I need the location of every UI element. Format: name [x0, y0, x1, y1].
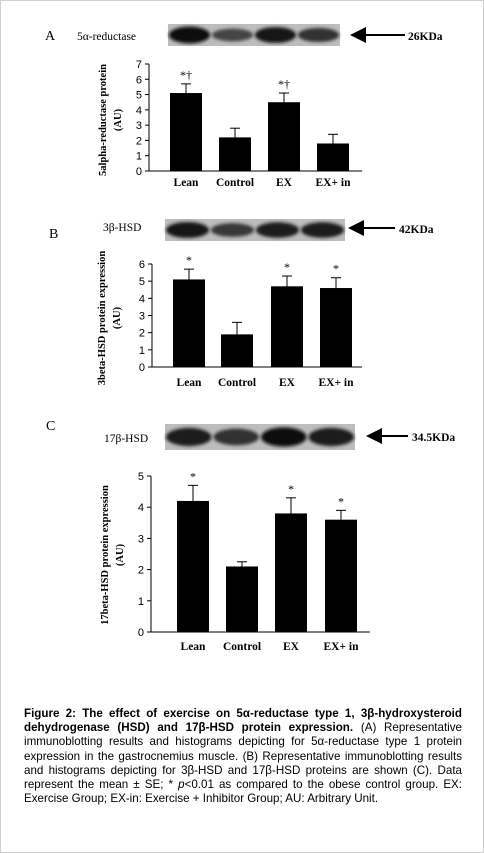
panel-b-y-tick-label: 6: [139, 259, 145, 271]
caption-figure-label: Figure 2:: [24, 707, 76, 720]
caption-text-2: <0.01 as compared to the obese control g…: [24, 778, 463, 806]
panel-c-y-tick-label: 5: [138, 471, 144, 483]
panel-b-category-label: EX+ in: [319, 377, 355, 389]
panel-c-category-label: EX: [283, 641, 300, 653]
panel-a-category-label: Control: [216, 177, 254, 189]
panel-b-blot-band: [300, 222, 345, 238]
panel-b-y-axis-unit: (AU): [112, 306, 123, 329]
panel-a-bar: [317, 143, 349, 171]
panel-a-blot-label: 5α-reductase: [77, 31, 136, 43]
panel-b-y-tick-label: 3: [139, 311, 145, 323]
panel-c-blot-band: [308, 427, 355, 447]
panel-a-blot-image: [168, 24, 340, 46]
panel-b-bar: [173, 279, 205, 367]
panel-a-category-label: EX: [276, 177, 293, 189]
panel-c-blot-image: [165, 424, 355, 450]
panel-c-group: C 17β-HSD 34.5KDa 0 1 2 3 4 5 17beta-HSD protein …: [46, 419, 455, 653]
panel-b-band-size: 42KDa: [399, 224, 434, 236]
panel-c-significance-mark: *: [190, 469, 196, 483]
panel-a-y-axis-title: 5alpha-reductase protein: [98, 64, 109, 176]
panel-c-y-tick-label: 3: [138, 533, 144, 545]
panel-a-category-label: Lean: [174, 177, 200, 189]
panel-c-category-label: Lean: [181, 641, 207, 653]
panel-a-y-tick-label: 4: [136, 105, 142, 117]
panel-b-y-tick-label: 5: [139, 276, 145, 288]
panel-b-significance-mark: *: [186, 253, 192, 267]
panel-c-y-tick-label: 4: [138, 502, 144, 514]
panel-a-significance-mark: *†: [180, 68, 192, 82]
caption-text-1: (A) Representative immunoblotting result…: [24, 721, 462, 792]
panel-b-y-tick-label: 0: [139, 362, 145, 374]
panel-b-y-tick-label: 4: [139, 293, 145, 305]
panel-b-y-tick-label: 2: [139, 328, 145, 340]
panel-c-significance-mark: *: [288, 482, 294, 496]
panel-c-blot-label: 17β-HSD: [104, 433, 148, 445]
figure-caption: Figure 2: The effect of exercise on 5α-r…: [24, 707, 462, 806]
panel-b-letter: B: [49, 227, 58, 242]
panel-c-bar: [275, 513, 307, 632]
panel-c-bar: [325, 519, 357, 632]
panel-a-y-tick-label: 5: [136, 90, 142, 102]
panel-b-category-label: Control: [218, 377, 256, 389]
panel-b-blot-band: [255, 222, 300, 238]
panel-c-bar: [177, 500, 209, 632]
panel-c-blot-band: [213, 428, 260, 446]
panel-a-y-axis-unit: (AU): [113, 108, 124, 131]
panel-a-y-tick-label: 0: [136, 166, 142, 178]
panel-b-significance-mark: *: [333, 262, 339, 276]
panel-a-letter: A: [45, 29, 56, 44]
panel-b-blot-band: [165, 222, 210, 238]
panel-c-y-axis-title: 17beta-HSD protein expression: [100, 485, 111, 625]
panel-a-blot-background: [168, 24, 340, 46]
panel-a-y-tick-label: 3: [136, 120, 142, 132]
panel-a-bar: [219, 137, 251, 171]
panel-a-bar: [268, 102, 300, 171]
panel-c-significance-mark: *: [338, 494, 344, 508]
figure-svg: A 5α-reductase 26KDa 0 1 2 3 4 5 6 7 5alpha-reducta…: [45, 24, 455, 653]
panel-c-bar: [226, 566, 258, 632]
panel-a-blot-band: [254, 27, 297, 43]
panel-a-y-tick-label: 6: [136, 74, 142, 86]
panel-a-y-tick-label: 1: [136, 151, 142, 163]
panel-a-y-tick-label: 7: [136, 59, 142, 71]
panel-a-significance-mark: *†: [278, 77, 290, 91]
panel-c-y-tick-label: 2: [138, 565, 144, 577]
panel-b-category-label: Lean: [177, 377, 203, 389]
panel-b-y-tick-label: 1: [139, 345, 145, 357]
panel-a-blot-band: [297, 27, 340, 43]
panel-b-group: B 3β-HSD 42KDa 0 1 2 3 4 5 6 3beta-HSD protein exp…: [49, 219, 434, 389]
panel-b-bar: [271, 286, 303, 367]
panel-b-blot-background: [165, 219, 345, 241]
panel-a-bar: [170, 93, 202, 171]
panel-c-y-axis-unit: (AU): [115, 543, 126, 566]
panel-c-blot-band: [260, 427, 307, 447]
panel-b-significance-mark: *: [284, 260, 290, 274]
panel-c-y-tick-label: 0: [138, 627, 144, 639]
caption-p-italic: p: [178, 778, 185, 792]
panel-b-blot-image: [165, 219, 345, 241]
panel-c-band-size: 34.5KDa: [412, 432, 455, 444]
panel-a-blot-band: [211, 28, 254, 42]
panel-b-blot-band: [210, 223, 255, 237]
caption-title: The effect of exercise on 5α-reductase t…: [24, 707, 462, 735]
panel-a-category-label: EX+ in: [316, 177, 352, 189]
panel-b-blot-label: 3β-HSD: [103, 222, 141, 234]
panel-c-y-tick-label: 1: [138, 596, 144, 608]
panel-a-group: A 5α-reductase 26KDa 0 1 2 3 4 5 6 7 5alpha-reducta…: [45, 24, 443, 189]
panel-b-bar: [320, 288, 352, 367]
panel-c-category-label: EX+ in: [324, 641, 360, 653]
panel-c-blot-band: [165, 427, 212, 447]
panel-b-category-label: EX: [279, 377, 296, 389]
panel-a-blot-band: [168, 26, 211, 44]
panel-b-bar: [221, 334, 253, 367]
panel-c-category-label: Control: [223, 641, 261, 653]
panel-a-y-tick-label: 2: [136, 135, 142, 147]
panel-a-band-size: 26KDa: [408, 31, 443, 43]
panel-b-y-axis-title: 3beta-HSD protein expression: [97, 251, 108, 386]
panel-c-letter: C: [46, 419, 55, 434]
